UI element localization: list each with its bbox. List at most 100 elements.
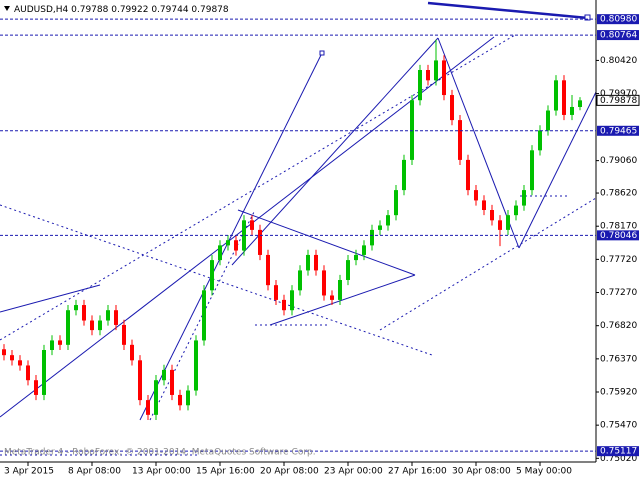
candle-body	[250, 220, 254, 230]
trendline	[139, 52, 323, 421]
candle-body	[162, 369, 166, 381]
candle-body	[50, 340, 54, 350]
candle-body	[194, 340, 198, 391]
candle-body	[346, 260, 350, 280]
candle-body	[370, 229, 374, 246]
y-tick-label: 0.78620	[600, 189, 637, 199]
trendline	[427, 1, 589, 20]
candle-body	[442, 60, 446, 96]
candle-body	[490, 210, 494, 221]
candle-body	[74, 305, 78, 311]
trendline	[231, 37, 439, 266]
open: 0.79788	[71, 5, 108, 15]
candle-body	[306, 254, 310, 271]
candle-body	[506, 215, 510, 230]
y-tick-label: 0.79060	[600, 156, 637, 166]
candle-body	[186, 390, 190, 406]
candle-body	[146, 400, 150, 415]
price-label: 0.79878	[600, 96, 637, 106]
candle-body	[474, 190, 478, 201]
candle-body	[18, 360, 22, 366]
x-tick-label: 3 Apr 2015	[4, 467, 54, 477]
level-box	[597, 230, 639, 241]
candle-body	[530, 150, 534, 191]
x-tick-label: 20 Apr 08:00	[260, 467, 319, 477]
menu-triangle[interactable]	[4, 6, 10, 11]
candle-body	[466, 159, 470, 191]
candle-body	[410, 100, 414, 160]
candle-body	[242, 220, 246, 251]
channel-line	[379, 197, 597, 331]
candle-body	[514, 205, 518, 216]
candle-body	[2, 349, 6, 356]
candle-body	[106, 310, 110, 321]
candle-body	[154, 380, 158, 415]
candle-body	[322, 270, 326, 296]
candle-body	[274, 285, 278, 300]
candle-body	[282, 299, 286, 311]
candle-body	[354, 254, 358, 261]
y-tick-label: 0.78170	[600, 222, 637, 232]
y-tick-label: 0.75020	[600, 454, 637, 464]
level-label: 0.75117	[600, 447, 637, 457]
candle-body	[538, 130, 542, 151]
candle-body	[290, 290, 294, 311]
candle-body	[378, 225, 382, 230]
price-box	[596, 94, 640, 106]
y-tick-label: 0.75920	[600, 388, 637, 398]
candle-body	[58, 340, 62, 345]
candle-body	[82, 305, 86, 321]
candle-body	[130, 344, 134, 361]
candle-body	[578, 100, 582, 107]
candle-body	[266, 254, 270, 286]
symbol: AUDUSD,H4	[14, 5, 69, 15]
anchor	[319, 50, 325, 56]
x-tick-label: 15 Apr 16:00	[196, 467, 255, 477]
candle-body	[218, 245, 222, 261]
candle-body	[42, 350, 46, 395]
candle-body	[34, 380, 38, 395]
candle-body	[562, 80, 566, 115]
y-tick-label: 0.80420	[600, 56, 637, 66]
y-tick-label: 0.76370	[600, 354, 637, 364]
candle-body	[122, 324, 126, 345]
candle-body	[258, 229, 262, 255]
y-tick-label: 0.76820	[600, 321, 637, 331]
header: AUDUSD,H4 0.79788 0.79922 0.79744 0.7987…	[14, 5, 229, 15]
candle-body	[386, 215, 390, 226]
candle-body	[394, 190, 398, 216]
candle-body	[138, 360, 142, 401]
candle-body	[314, 254, 318, 271]
trendline	[0, 284, 101, 313]
trendline	[237, 209, 416, 276]
channel-line	[0, 204, 433, 356]
trendline	[437, 37, 520, 249]
trendline	[269, 274, 416, 326]
x-tick-label: 5 May 00:00	[516, 467, 572, 477]
candle-body	[498, 220, 502, 230]
candle-body	[554, 80, 558, 111]
anchor	[584, 14, 591, 21]
level-label: 0.80764	[600, 31, 637, 41]
candle-body	[338, 280, 342, 300]
low: 0.79744	[151, 5, 188, 15]
candle-body	[210, 260, 214, 291]
level-box	[597, 30, 639, 41]
candle-body	[170, 369, 174, 395]
y-tick-label: 0.79970	[600, 89, 637, 99]
x-tick-label: 23 Apr 00:00	[324, 467, 383, 477]
y-tick-label: 0.77720	[600, 255, 637, 265]
level-box	[597, 446, 639, 457]
candle-body	[570, 106, 574, 115]
candle-body	[90, 320, 94, 331]
candle-body	[98, 320, 102, 331]
footer: MetaTrader 4 - RoboForex, © 2001-2014, M…	[4, 448, 316, 458]
level-label: 0.79465	[600, 126, 637, 136]
x-tick-label: 30 Apr 08:00	[452, 467, 511, 477]
y-tick-label: 0.77270	[600, 288, 637, 298]
x-tick-label: 13 Apr 00:00	[132, 467, 191, 477]
level-box	[597, 125, 639, 136]
candle-body	[482, 200, 486, 210]
x-tick-label: 8 Apr 08:00	[68, 467, 121, 477]
